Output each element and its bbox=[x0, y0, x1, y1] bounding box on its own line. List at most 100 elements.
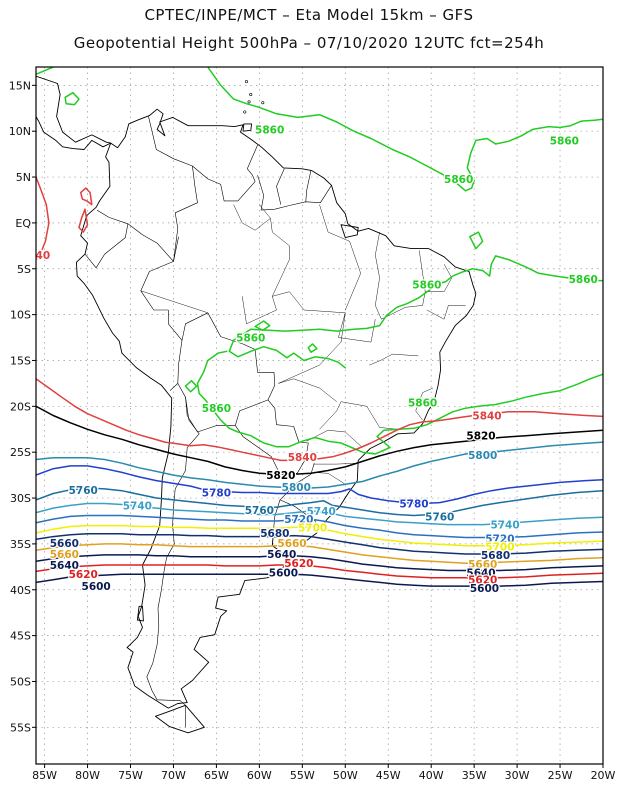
contour-5840 bbox=[36, 378, 603, 462]
contour-label: 5620 bbox=[69, 569, 98, 581]
state-border bbox=[278, 378, 337, 402]
lat-tick-label: 55S bbox=[10, 721, 31, 734]
title-line-2: Geopotential Height 500hPa – 07/10/2020 … bbox=[73, 34, 545, 52]
contour-5740 bbox=[36, 502, 603, 526]
contour-label: 5800 bbox=[468, 450, 497, 462]
tierra-del-fuego bbox=[154, 704, 205, 734]
state-border bbox=[259, 204, 290, 297]
contour-label: 5640 bbox=[466, 567, 495, 579]
contour-label: 5760 bbox=[245, 505, 274, 517]
lat-tick-label: 45S bbox=[10, 630, 31, 643]
contour-label: 5860 bbox=[255, 124, 284, 136]
lon-tick-label: 60W bbox=[247, 769, 272, 782]
lon-tick-label: 55W bbox=[290, 769, 315, 782]
contour-label: 5860 bbox=[569, 274, 598, 286]
contour-label: 5660 bbox=[468, 559, 497, 571]
lat-tick-label: 35S bbox=[10, 538, 31, 551]
lat-lon-grid bbox=[36, 67, 604, 764]
contour-5840 bbox=[36, 176, 50, 261]
contour-label: 5840 bbox=[472, 411, 501, 423]
lat-tick-label: 30S bbox=[10, 492, 31, 505]
country-border bbox=[257, 175, 332, 211]
country-border bbox=[192, 144, 258, 202]
country-border bbox=[276, 168, 285, 205]
contour-5820 bbox=[36, 405, 603, 475]
contour-label: 5700 bbox=[298, 522, 327, 534]
state-border bbox=[246, 291, 346, 384]
contour-label: 5860 bbox=[236, 333, 265, 345]
lat-tick-label: 10N bbox=[9, 125, 31, 138]
puerto-rico-coast bbox=[197, 54, 212, 58]
south-america-coast bbox=[75, 108, 477, 709]
contour-5680 bbox=[36, 533, 603, 555]
contour-label: 5860 bbox=[202, 403, 231, 415]
lon-tick-label: 85W bbox=[32, 769, 57, 782]
latitude-axis: 15N 10N 5N EQ 5S 10S 15S 20S 25S 30S 35S 40S 45S 50S 5… bbox=[9, 79, 36, 734]
contour-5640 bbox=[36, 554, 603, 572]
contour-label: 5600 bbox=[470, 583, 499, 595]
state-border bbox=[306, 429, 363, 448]
country-border bbox=[127, 223, 183, 391]
state-border bbox=[313, 462, 358, 465]
height-contours bbox=[36, 67, 603, 587]
contour-labels: 5860 5860 5860 5860 5860 5860 5860 5860 40 5840 58… bbox=[36, 123, 599, 596]
longitude-axis: 85W 80W 75W 70W 65W 60W 55W 50W 45W 40W 35W 30W 25W 2… bbox=[32, 764, 616, 782]
contour-label: 5760 bbox=[69, 485, 98, 497]
contour-label: 5660 bbox=[277, 538, 306, 550]
country-border bbox=[173, 236, 179, 262]
contour-label: 5660 bbox=[50, 538, 79, 550]
contour-label: 5840 bbox=[288, 452, 317, 464]
country-border bbox=[305, 170, 312, 202]
contour-label: 5640 bbox=[267, 549, 296, 561]
lat-tick-label: 50S bbox=[10, 675, 31, 688]
title-line-1: CPTEC/INPE/MCT – Eta Model 15km – GFS bbox=[144, 6, 474, 24]
contour-label: 5740 bbox=[307, 506, 336, 518]
contour-5600 bbox=[36, 573, 603, 587]
lat-tick-label: 5S bbox=[17, 263, 31, 276]
contour-5760 bbox=[36, 487, 603, 517]
cuba-coast bbox=[45, 11, 131, 40]
contour-5860 bbox=[207, 67, 603, 192]
contour-5720 bbox=[36, 514, 603, 539]
contour-5840 bbox=[78, 208, 89, 233]
lon-tick-label: 65W bbox=[204, 769, 229, 782]
contour-label: 5820 bbox=[266, 470, 295, 482]
contour-label: 5780 bbox=[399, 499, 428, 511]
contour-5840 bbox=[79, 187, 93, 206]
continent-outline bbox=[36, 11, 477, 734]
state-border bbox=[381, 250, 426, 320]
contour-label: 5600 bbox=[269, 567, 298, 579]
contour-label: 5780 bbox=[202, 488, 231, 500]
hispaniola-coast bbox=[136, 40, 188, 61]
state-border bbox=[426, 305, 466, 320]
lat-tick-label: 15N bbox=[9, 79, 31, 92]
contour-5860 bbox=[228, 255, 603, 369]
lon-tick-label: 80W bbox=[75, 769, 100, 782]
lat-tick-label: 5N bbox=[16, 171, 31, 184]
lat-tick-label: 40S bbox=[10, 584, 31, 597]
contour-5700 bbox=[36, 524, 603, 547]
lon-tick-label: 40W bbox=[419, 769, 444, 782]
contour-label: 5620 bbox=[468, 575, 497, 587]
island bbox=[243, 110, 247, 114]
lat-tick-label: 20S bbox=[10, 400, 31, 413]
lat-tick-label: 10S bbox=[10, 309, 31, 322]
contour-label: 5640 bbox=[50, 560, 79, 572]
lon-tick-label: 30W bbox=[505, 769, 530, 782]
contour-label: 5820 bbox=[466, 431, 495, 443]
country-border bbox=[148, 116, 198, 262]
contour-5780 bbox=[36, 465, 603, 505]
state-border bbox=[313, 472, 346, 485]
state-border bbox=[338, 312, 376, 343]
state-border bbox=[375, 232, 382, 320]
contour-5860 bbox=[36, 67, 54, 76]
contour-label: 5760 bbox=[425, 511, 454, 523]
country-border bbox=[146, 397, 200, 706]
lon-tick-label: 70W bbox=[161, 769, 186, 782]
state-border bbox=[241, 296, 247, 324]
lon-tick-label: 20W bbox=[591, 769, 616, 782]
contour-label: 5620 bbox=[284, 558, 313, 570]
state-border bbox=[319, 401, 397, 430]
contour-label: 5860 bbox=[412, 279, 441, 291]
